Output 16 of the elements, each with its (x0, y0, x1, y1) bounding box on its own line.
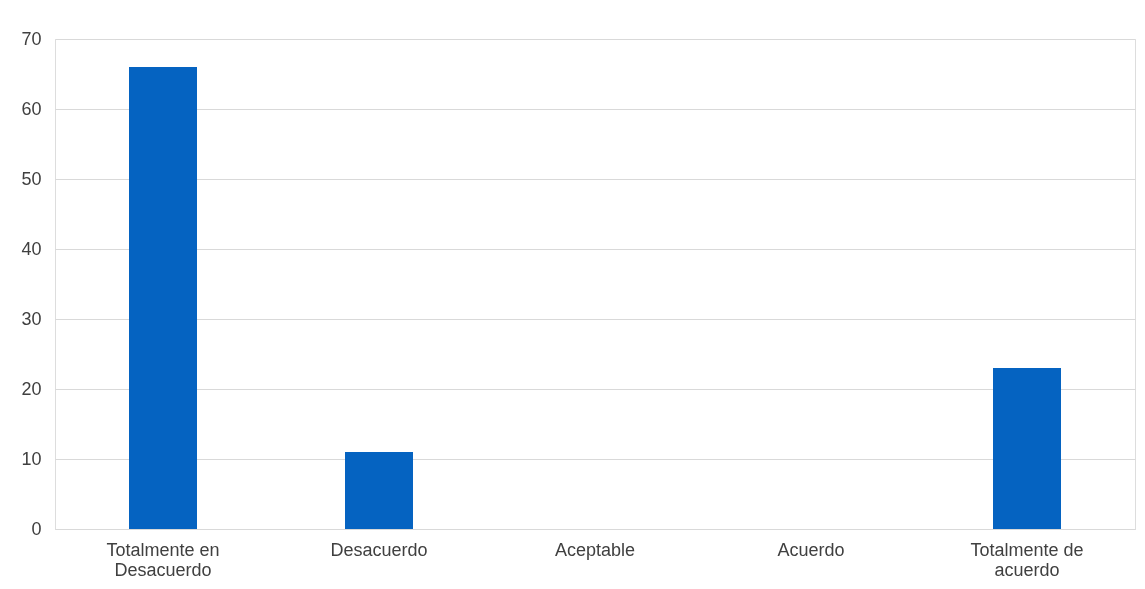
x-tick-label: Aceptable (554, 539, 636, 560)
y-tick-label: 70 (21, 28, 42, 49)
x-tick-label: Acuerdo (777, 539, 845, 560)
y-tick-label: 30 (21, 308, 42, 329)
bar (345, 452, 413, 529)
y-tick-label: 20 (21, 378, 42, 399)
bar (993, 368, 1061, 529)
x-tick-label: Totalmente de acuerdo (970, 539, 1084, 580)
y-tick-label: 50 (21, 168, 42, 189)
y-tick-label: 60 (21, 98, 42, 119)
y-tick-label: 40 (21, 238, 42, 259)
y-tick-label: 10 (21, 448, 42, 469)
x-tick-label: Totalmente en Desacuerdo (106, 539, 220, 580)
x-tick-label: Desacuerdo (330, 539, 428, 560)
bar (129, 67, 197, 529)
y-tick-label: 0 (31, 518, 42, 539)
